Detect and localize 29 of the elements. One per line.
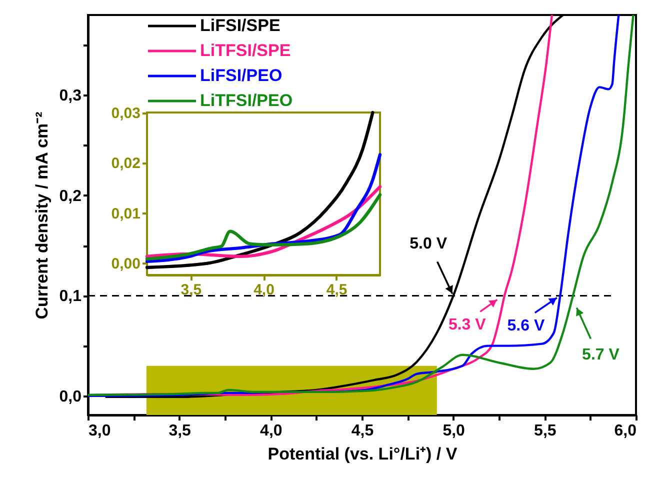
annotation: 5.6 V	[507, 318, 545, 335]
y-tick-label: 0,3	[59, 88, 82, 105]
y-tick-label: 0,02	[111, 155, 140, 172]
x-tick-label: 5,5	[534, 422, 556, 440]
line-series	[145, 110, 374, 270]
y-tick-label: 0,1	[59, 288, 82, 306]
y-axis-title: Current density / mA cm⁻²	[32, 111, 52, 320]
legend-label: LiTFSI/SPE	[200, 41, 291, 60]
x-tick-label: 4,0	[254, 282, 274, 298]
x-tick-label: 4,0	[260, 422, 282, 440]
x-axis-title: Potential (vs. Li°/Li⁺) / V	[268, 444, 458, 464]
x-tick-label: 3,5	[168, 422, 192, 440]
y-tick-label: 0,0	[59, 388, 82, 406]
x-tick-label: 6,0	[614, 422, 637, 440]
y-tick-label: 0,03	[111, 105, 140, 122]
legend-label: LiTFSI/PEO	[200, 91, 293, 110]
annotation: 5.3 V	[448, 316, 486, 334]
annotation: 5.7 V	[582, 346, 620, 364]
legend-label: LiFSI/PEO	[200, 66, 282, 85]
y-tick-label: 0,2	[59, 188, 82, 205]
annotation: 5.0 V	[410, 236, 448, 253]
x-tick-label: 3,0	[88, 422, 111, 440]
x-tick-label: 4,5	[351, 422, 374, 440]
legend-label: LiFSI/SPE	[200, 16, 280, 35]
y-tick-label: 0,00	[111, 255, 140, 272]
y-tick-label: 0,01	[111, 205, 140, 222]
x-tick-label: 5,0	[442, 422, 466, 440]
x-tick-label: 4,5	[326, 282, 348, 298]
x-tick-label: 3,5	[180, 282, 202, 298]
